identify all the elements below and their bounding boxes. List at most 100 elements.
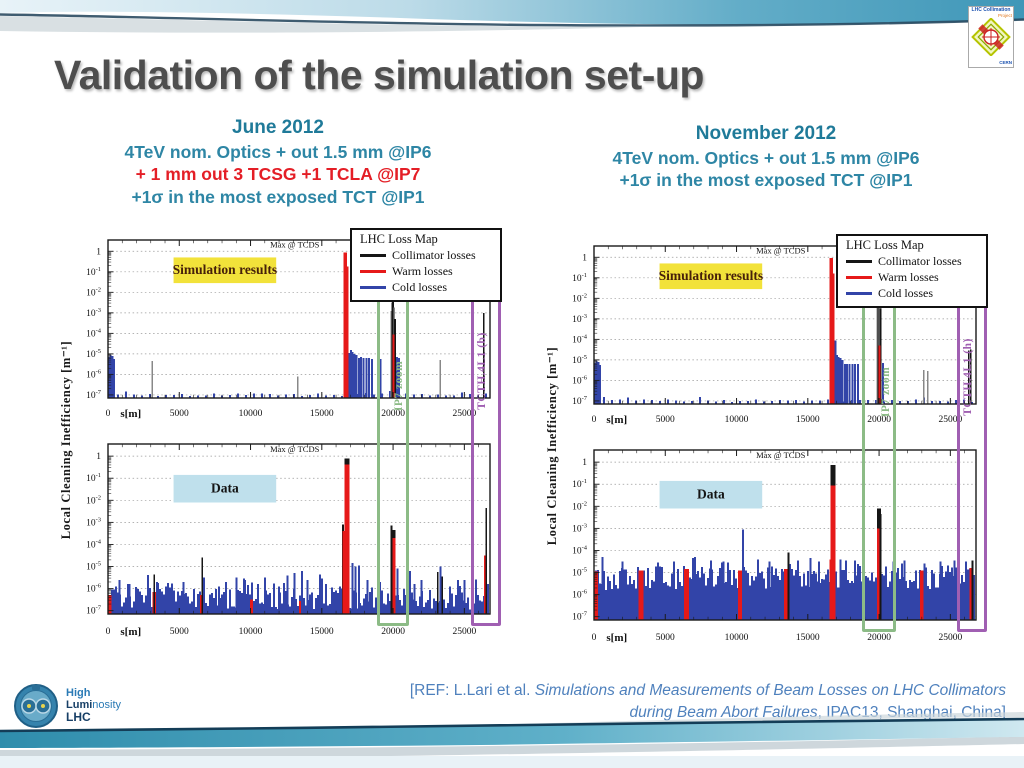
svg-text:20000: 20000 <box>381 409 405 419</box>
svg-text:10-4: 10-4 <box>572 333 588 345</box>
svg-text:10-1: 10-1 <box>572 272 587 284</box>
svg-text:20000: 20000 <box>381 627 405 637</box>
columns-container: June 2012 4TeV nom. Optics + out 1.5 mm @… <box>0 116 1024 658</box>
svg-text:15000: 15000 <box>796 415 820 425</box>
svg-text:10-6: 10-6 <box>572 589 588 601</box>
svg-text:10-4: 10-4 <box>572 544 588 556</box>
svg-text:10-3: 10-3 <box>572 313 587 325</box>
svg-text:10-2: 10-2 <box>86 494 101 506</box>
legend-title: LHC Loss Map <box>360 232 438 246</box>
svg-text:10-5: 10-5 <box>86 561 101 573</box>
svg-text:1: 1 <box>582 253 587 263</box>
legend-item-cold: Cold losses <box>358 280 494 295</box>
svg-text:10000: 10000 <box>725 633 749 643</box>
chart-november-sim: Simulation results Max @ TCDS 1 10-1 10-2 10-… <box>572 245 977 426</box>
svg-text:20000: 20000 <box>867 633 891 643</box>
svg-text:10-7: 10-7 <box>86 389 102 401</box>
legend-label: Collimator losses <box>392 248 476 262</box>
hl-lhc-logo-graphic <box>14 684 58 728</box>
max-tcds-annotation: Max @ TCDS <box>270 239 320 249</box>
svg-text:1: 1 <box>96 452 101 462</box>
max-tcds-annotation: Max @ TCDS <box>270 444 320 454</box>
svg-text:10-3: 10-3 <box>86 307 101 319</box>
legend-june: LHC Loss Map Collimator losses Warm losses… <box>350 228 502 302</box>
svg-text:25000: 25000 <box>452 627 476 637</box>
header-line-november-1: 4TeV nom. Optics + out 1.5 mm @IP6 <box>612 147 920 168</box>
header-line-november-0: November 2012 <box>695 123 837 144</box>
header-line-june-2: + 1 mm out 3 TCSG +1 TCLA @IP7 <box>135 164 421 185</box>
svg-text:0: 0 <box>106 627 111 637</box>
header-line-june-1: 4TeV nom. Optics + out 1.5 mm @IP6 <box>124 141 432 162</box>
svg-text:0: 0 <box>106 409 111 419</box>
svg-text:10-1: 10-1 <box>86 266 101 278</box>
svg-text:25000: 25000 <box>452 409 476 419</box>
column-header-november: November 2012 4TeV nom. Optics + out 1.5 … <box>528 116 1004 234</box>
svg-text:10-2: 10-2 <box>86 286 101 298</box>
header-line-june-3: +1σ in the most exposed TCT @IP1 <box>131 187 425 208</box>
svg-text:10-3: 10-3 <box>572 522 587 534</box>
svg-text:10000: 10000 <box>239 627 263 637</box>
hl-lhc-line2: Luminosity <box>66 698 122 711</box>
header-line-november-2: +1σ in the most exposed TCT @IP1 <box>619 170 913 191</box>
legend-swatch-collimator <box>360 254 386 257</box>
hl-lhc-logo-text: High Luminosity LHC <box>66 688 121 724</box>
svg-text:15000: 15000 <box>796 633 820 643</box>
svg-text:5000: 5000 <box>170 627 189 637</box>
lhc-collimation-logo: LHC Collimation Project CERN <box>968 6 1014 68</box>
chart-june-sim: Simulation results Max @ TCDS 1 10-1 10-2 10-… <box>86 239 491 420</box>
column-november: November 2012 4TeV nom. Optics + out 1.5 … <box>528 116 1004 658</box>
svg-text:10000: 10000 <box>725 415 749 425</box>
x-axis-label: s[m] <box>120 626 141 638</box>
svg-text:10-2: 10-2 <box>572 500 587 512</box>
legend-item-warm: Warm losses <box>358 264 494 279</box>
legend-november: LHC Loss Map Collimator losses Warm losses… <box>836 234 988 308</box>
svg-text:10-3: 10-3 <box>86 516 101 528</box>
loss-map-panel-june: Simulation results Max @ TCDS 1 10-1 10-2 10-… <box>52 228 504 652</box>
x-axis-label: s[m] <box>606 632 627 644</box>
x-axis-label: s[m] <box>120 408 141 420</box>
legend-swatch-collimator <box>846 260 872 263</box>
svg-text:10-4: 10-4 <box>86 538 102 550</box>
svg-text:5000: 5000 <box>170 409 189 419</box>
svg-text:10-1: 10-1 <box>86 472 101 484</box>
svg-text:25000: 25000 <box>938 633 962 643</box>
svg-text:10-5: 10-5 <box>572 567 587 579</box>
hl-lhc-line3: LHC <box>66 710 91 725</box>
chart-box-label: Data <box>697 486 725 501</box>
svg-text:0: 0 <box>592 633 597 643</box>
legend-item-collimator: Collimator losses <box>844 254 980 269</box>
svg-text:10-6: 10-6 <box>572 374 588 386</box>
legend-swatch-cold <box>360 286 386 289</box>
collimation-logo-graphic <box>971 17 1011 57</box>
x-axis-label: s[m] <box>606 414 627 426</box>
reference-citation: [REF: L.Lari et al. Simulations and Meas… <box>366 680 1006 725</box>
hl-lhc-logo: High Luminosity LHC <box>12 682 121 730</box>
svg-text:5000: 5000 <box>656 633 675 643</box>
chart-november-data: Data Max @ TCDS 1 10-1 10-2 10-3 10-4 10-5 10-6 1… <box>572 449 977 644</box>
collimation-logo-cern: CERN <box>999 60 1012 65</box>
chart-box-label: Data <box>211 480 239 495</box>
legend-label: Warm losses <box>392 264 453 278</box>
legend-swatch-warm <box>846 276 872 279</box>
svg-text:10-5: 10-5 <box>572 354 587 366</box>
legend-item-cold: Cold losses <box>844 286 980 301</box>
chart-box-label: Simulation results <box>173 262 277 277</box>
svg-text:10-2: 10-2 <box>572 292 587 304</box>
max-tcds-annotation: Max @ TCDS <box>756 450 806 460</box>
svg-text:10-6: 10-6 <box>86 583 102 595</box>
svg-text:10-1: 10-1 <box>572 478 587 490</box>
legend-swatch-warm <box>360 270 386 273</box>
legend-swatch-cold <box>846 292 872 295</box>
reference-prefix: [REF: L.Lari et al. <box>409 682 535 699</box>
column-june: June 2012 4TeV nom. Optics + out 1.5 mm @… <box>40 116 516 658</box>
legend-label: Collimator losses <box>878 254 962 268</box>
svg-text:10-6: 10-6 <box>86 368 102 380</box>
legend-label: Cold losses <box>392 280 448 294</box>
legend-label: Warm losses <box>878 270 939 284</box>
legend-item-warm: Warm losses <box>844 270 980 285</box>
svg-text:25000: 25000 <box>938 415 962 425</box>
svg-text:20000: 20000 <box>867 415 891 425</box>
max-tcds-annotation: Max @ TCDS <box>756 245 806 255</box>
svg-text:1: 1 <box>582 458 587 468</box>
